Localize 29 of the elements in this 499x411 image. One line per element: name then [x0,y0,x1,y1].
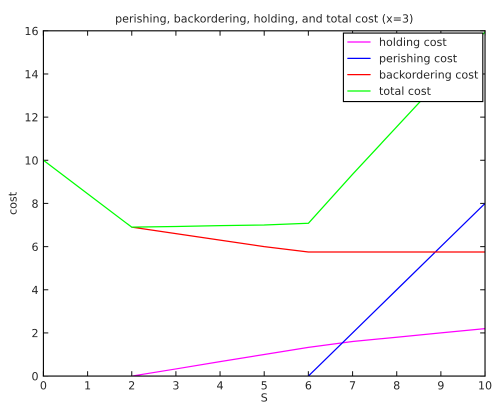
y-tick-label: 12 [26,113,38,122]
x-tick-label: 0 [40,381,46,390]
x-tick-label: 10 [479,381,492,390]
x-tick-label: 7 [350,381,356,390]
line-series [308,202,486,376]
chart-title: perishing, backordering, holding, and total cost (x=3) [116,14,412,25]
x-tick-label: 6 [306,381,312,390]
y-tick-label: 14 [26,70,38,78]
x-tick-label: 8 [394,381,400,390]
y-axis-title: cost [8,192,17,214]
y-tick-label: 0 [32,372,38,380]
legend-label: total cost [379,86,431,96]
y-tick-label: 10 [26,156,38,165]
y-tick-label: 8 [32,199,38,208]
legend-label: backordering cost [380,70,478,81]
x-axis-title: S [261,393,268,402]
x-tick-label: 2 [129,381,134,390]
legend-label: holding cost [380,37,446,48]
line-series [131,328,486,376]
y-tick-label: 2 [32,328,38,338]
x-tick-label: 1 [85,381,90,390]
y-tick-label: 6 [32,242,38,251]
x-tick-label: 3 [173,381,179,390]
x-tick-label: 5 [262,381,267,390]
x-tick-label: 9 [438,381,444,390]
y-tick-label: 4 [32,286,38,294]
y-tick-label: 16 [26,26,38,36]
legend-label: perishing cost [380,54,457,65]
x-tick-label: 4 [217,381,223,390]
